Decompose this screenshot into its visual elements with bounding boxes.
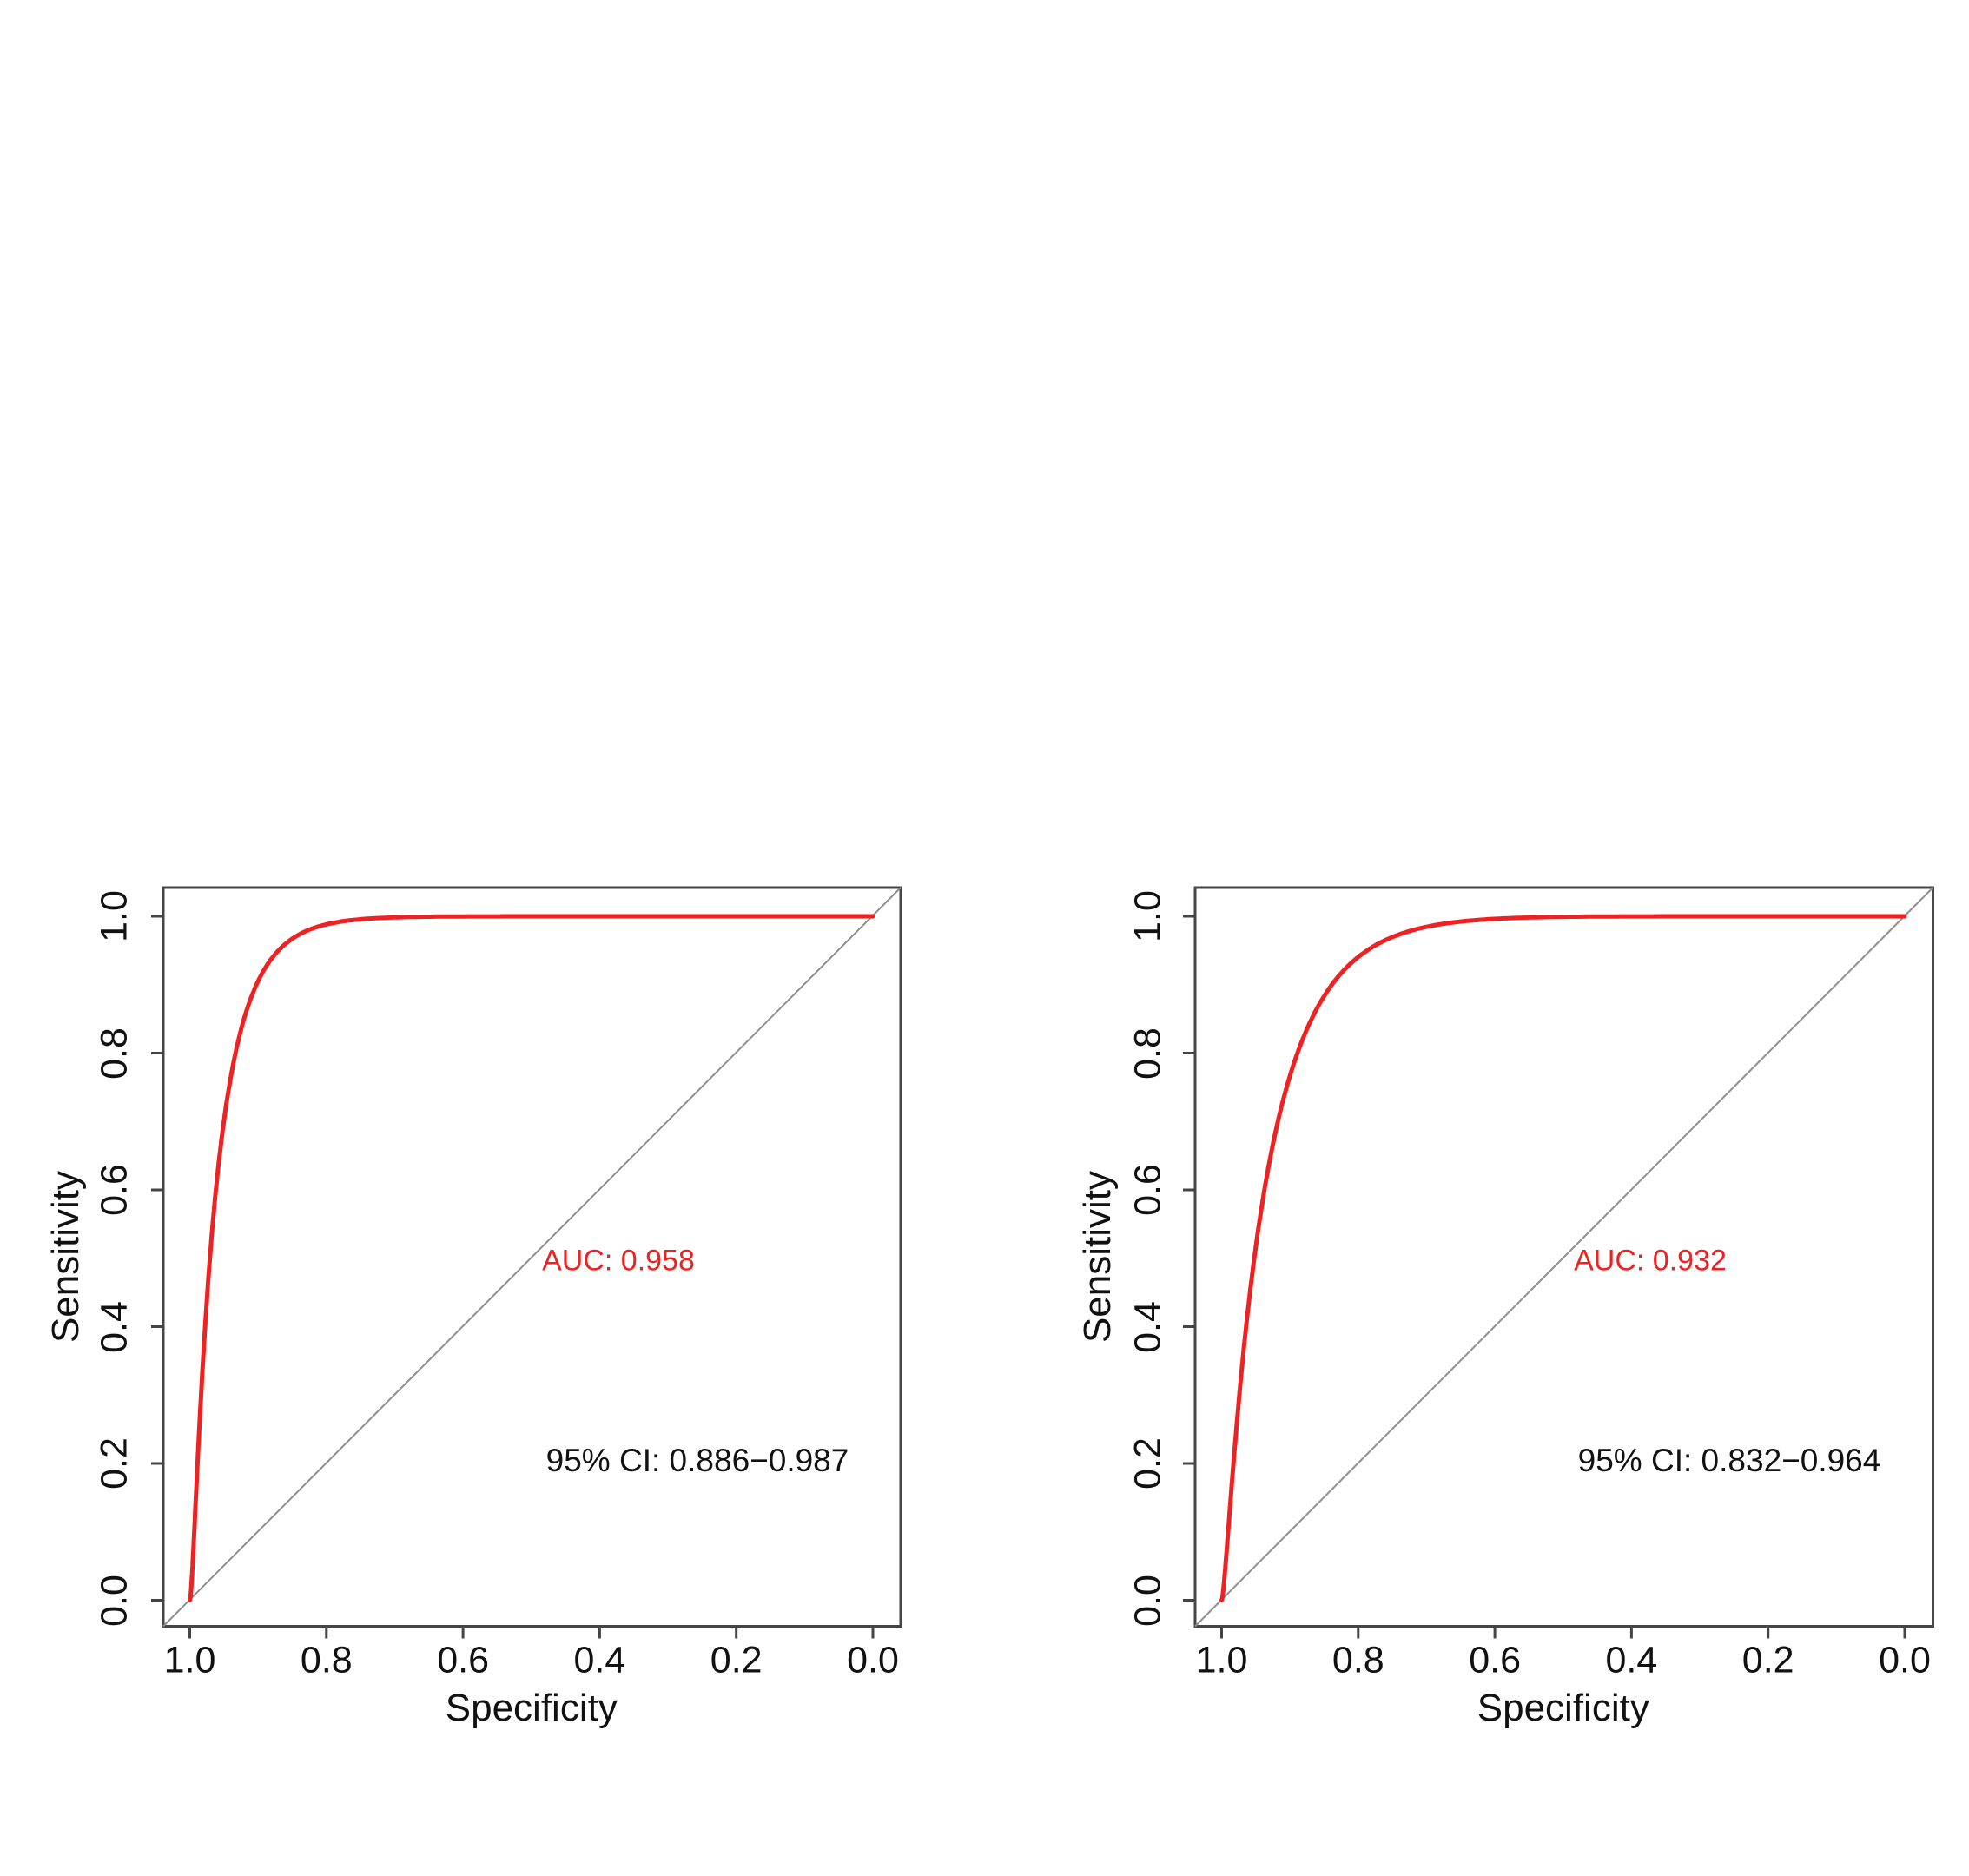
x-tick-label: 1.0: [1195, 1639, 1248, 1681]
x-tick-label: 0.6: [1469, 1639, 1521, 1681]
y-tick-label: 0.4: [93, 1300, 135, 1353]
plot-box: [162, 886, 902, 1628]
roc-curve-line: [188, 914, 875, 1602]
y-tick-label: 0.8: [93, 1027, 135, 1080]
y-tick-label: 0.0: [93, 1574, 135, 1627]
y-tick-label: 0.2: [1127, 1437, 1169, 1490]
roc-curve-line: [1219, 914, 1907, 1602]
y-tick-label: 0.2: [93, 1437, 135, 1490]
x-tick-label: 0.4: [573, 1639, 626, 1681]
roc-panel-left: [151, 886, 902, 1639]
y-tick-label: 0.4: [1127, 1300, 1169, 1353]
x-axis-title-left: Specificity: [445, 1687, 618, 1729]
chance-diagonal-line: [162, 887, 902, 1628]
x-tick-label: 0.0: [847, 1639, 899, 1681]
y-tick-label: 0.8: [1127, 1027, 1169, 1080]
x-tick-label: 1.0: [163, 1639, 216, 1681]
x-tick-label: 0.2: [1741, 1639, 1794, 1681]
x-tick-label: 0.0: [1879, 1639, 1931, 1681]
y-tick-label: 1.0: [93, 890, 135, 942]
auc-annotation-left: AUC: 0.958: [542, 1244, 695, 1278]
x-tick-label: 0.4: [1605, 1639, 1658, 1681]
y-tick-label: 1.0: [1127, 890, 1169, 942]
x-tick-label: 0.8: [1331, 1639, 1384, 1681]
y-tick-label: 0.6: [93, 1164, 135, 1216]
x-axis-title-right: Specificity: [1477, 1687, 1649, 1729]
x-tick-label: 0.6: [437, 1639, 489, 1681]
y-tick-label: 0.6: [1127, 1164, 1169, 1216]
y-tick-label: 0.0: [1127, 1574, 1169, 1627]
chance-diagonal-line: [1194, 887, 1934, 1628]
auc-annotation-right: AUC: 0.932: [1574, 1244, 1727, 1278]
x-tick-label: 0.2: [710, 1639, 763, 1681]
plot-box: [1193, 886, 1934, 1628]
roc-panel-right: [1183, 886, 1934, 1639]
ci-annotation-left: 95% CI: 0.886−0.987: [545, 1443, 849, 1478]
x-tick-label: 0.8: [300, 1639, 353, 1681]
y-axis-title-right: Sensitivity: [1076, 1170, 1119, 1344]
ci-annotation-right: 95% CI: 0.832−0.964: [1577, 1443, 1881, 1478]
y-axis-title-left: Sensitivity: [44, 1170, 87, 1344]
